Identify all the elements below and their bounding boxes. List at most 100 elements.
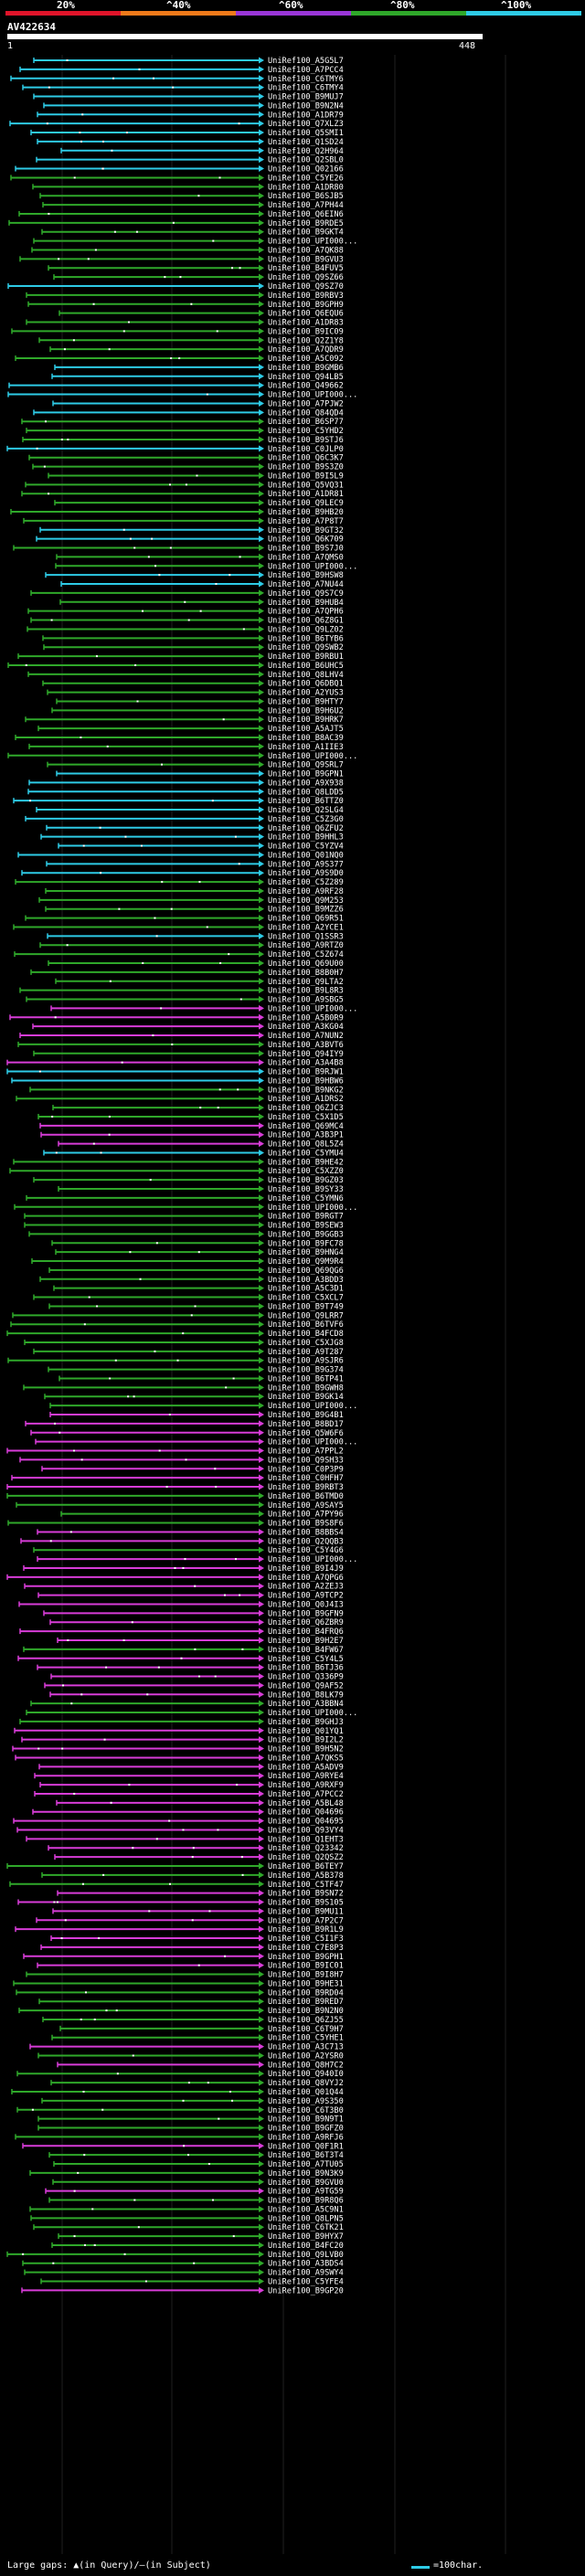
hit-row[interactable]: UniRef100_A9S350 bbox=[41, 2097, 344, 2106]
hit-label[interactable]: UniRef100_A7QPG6 bbox=[268, 1574, 344, 1583]
hit-label[interactable]: UniRef100_C5XJG8 bbox=[268, 1339, 344, 1348]
hit-label[interactable]: UniRef100_B8BD17 bbox=[268, 1420, 344, 1429]
hit-row[interactable]: UniRef100_Q94LB5 bbox=[51, 373, 344, 382]
hit-label[interactable]: UniRef100_A7PCC2 bbox=[268, 1790, 344, 1799]
hit-row[interactable]: UniRef100_Q9AF52 bbox=[44, 1681, 344, 1691]
hit-row[interactable]: UniRef100_B8BBS4 bbox=[37, 1528, 344, 1537]
hit-label[interactable]: UniRef100_Q8L5Z4 bbox=[268, 1140, 344, 1150]
hit-row[interactable]: UniRef100_A2YSR0 bbox=[37, 2051, 344, 2061]
hit-row[interactable]: UniRef100_A5C092 bbox=[15, 355, 344, 364]
hit-row[interactable]: UniRef100_Q9LVB0 bbox=[6, 2251, 344, 2260]
hit-row[interactable]: UniRef100_Q9S7C9 bbox=[30, 589, 344, 599]
hit-label[interactable]: UniRef100_C5TF47 bbox=[268, 1881, 344, 1890]
hit-label[interactable]: UniRef100_C5YMN6 bbox=[268, 1194, 344, 1203]
hit-row[interactable]: UniRef100_C0P3P9 bbox=[41, 1465, 344, 1474]
hit-row[interactable]: UniRef100_B9GVU3 bbox=[19, 255, 344, 264]
hit-row[interactable]: UniRef100_B9HNG4 bbox=[55, 1248, 344, 1257]
hit-row[interactable]: UniRef100_B9HRK7 bbox=[25, 716, 344, 725]
hit-label[interactable]: UniRef100_B9GVU3 bbox=[268, 255, 344, 264]
hit-row[interactable]: UniRef100_Q93VY4 bbox=[16, 1826, 344, 1835]
hit-label[interactable]: UniRef100_A5G5L7 bbox=[268, 57, 344, 66]
hit-label[interactable]: UniRef100_UPI000... bbox=[268, 1004, 357, 1013]
hit-row[interactable]: UniRef100_A5ADV9 bbox=[38, 1763, 344, 1772]
hit-label[interactable]: UniRef100_UPI000... bbox=[268, 1555, 357, 1564]
hit-label[interactable]: UniRef100_B9NKG2 bbox=[268, 1086, 344, 1095]
hit-label[interactable]: UniRef100_B9GGB3 bbox=[268, 1230, 344, 1239]
hit-label[interactable]: UniRef100_Q9S7C9 bbox=[268, 589, 344, 599]
hit-row[interactable]: UniRef100_C5Y4G6 bbox=[33, 1546, 344, 1555]
hit-label[interactable]: UniRef100_UPI000... bbox=[268, 1438, 357, 1447]
hit-label[interactable]: UniRef100_A3C713 bbox=[268, 2043, 344, 2052]
hit-label[interactable]: UniRef100_A1DR80 bbox=[268, 183, 344, 192]
hit-label[interactable]: UniRef100_Q69MC4 bbox=[268, 1122, 344, 1131]
hit-label[interactable]: UniRef100_A3B3P1 bbox=[268, 1131, 344, 1140]
hit-label[interactable]: UniRef100_A1DR81 bbox=[268, 490, 344, 499]
hit-row[interactable]: UniRef100_UPI000... bbox=[50, 1004, 357, 1013]
hit-row[interactable]: UniRef100_Q6EQU6 bbox=[58, 310, 344, 319]
hit-label[interactable]: UniRef100_B4FC20 bbox=[268, 2242, 344, 2251]
hit-row[interactable]: UniRef100_B9GK14 bbox=[44, 1393, 344, 1402]
hit-row[interactable]: UniRef100_Q1SSR3 bbox=[47, 932, 344, 941]
hit-label[interactable]: UniRef100_B8AC39 bbox=[268, 734, 344, 743]
hit-row[interactable]: UniRef100_A7QMS0 bbox=[56, 553, 344, 562]
hit-label[interactable]: UniRef100_B6TP41 bbox=[268, 1374, 344, 1383]
hit-label[interactable]: UniRef100_B9HSW8 bbox=[268, 571, 344, 580]
hit-row[interactable]: UniRef100_B6T3T4 bbox=[48, 2151, 344, 2160]
hit-row[interactable]: UniRef100_Q9LZ02 bbox=[27, 625, 344, 634]
hit-label[interactable]: UniRef100_Q9LRR7 bbox=[268, 1311, 344, 1320]
hit-row[interactable]: UniRef100_A7NUN2 bbox=[19, 1032, 344, 1041]
hit-label[interactable]: UniRef100_C5YHE1 bbox=[268, 2034, 344, 2043]
hit-label[interactable]: UniRef100_A7NUN2 bbox=[268, 1032, 344, 1041]
hit-row[interactable]: UniRef100_C6T3B0 bbox=[16, 2106, 344, 2115]
hit-row[interactable]: UniRef100_Q9LTA2 bbox=[55, 978, 344, 987]
hit-label[interactable]: UniRef100_B6TTZ0 bbox=[268, 797, 344, 806]
hit-row[interactable]: UniRef100_Q01NQ0 bbox=[17, 851, 344, 860]
hit-label[interactable]: UniRef100_A9SJR6 bbox=[268, 1357, 344, 1366]
hit-label[interactable]: UniRef100_B9I2L2 bbox=[268, 1736, 344, 1745]
hit-row[interactable]: UniRef100_A1DR83 bbox=[26, 319, 344, 328]
hit-row[interactable]: UniRef100_A7PY96 bbox=[60, 1511, 344, 1520]
hit-row[interactable]: UniRef100_A7TU05 bbox=[53, 2160, 344, 2169]
hit-label[interactable]: UniRef100_A7QMS0 bbox=[268, 553, 344, 562]
hit-row[interactable]: UniRef100_UPI000... bbox=[26, 1709, 357, 1718]
hit-label[interactable]: UniRef100_A2ZEJ3 bbox=[268, 1583, 344, 1592]
hit-label[interactable]: UniRef100_A7PY96 bbox=[268, 1511, 344, 1520]
hit-label[interactable]: UniRef100_Q9SZ70 bbox=[268, 282, 344, 292]
hit-label[interactable]: UniRef100_Q6C3K7 bbox=[268, 454, 344, 463]
hit-row[interactable]: UniRef100_C5YZV4 bbox=[58, 843, 344, 852]
hit-row[interactable]: UniRef100_UPI000... bbox=[14, 1203, 357, 1213]
hit-row[interactable]: UniRef100_B9IC09 bbox=[11, 327, 344, 336]
hit-label[interactable]: UniRef100_B9RJW1 bbox=[268, 1068, 344, 1077]
hit-label[interactable]: UniRef100_Q9LEC9 bbox=[268, 499, 344, 508]
hit-label[interactable]: UniRef100_B9GKT4 bbox=[268, 228, 344, 238]
hit-label[interactable]: UniRef100_A5B0R9 bbox=[268, 1013, 344, 1023]
hit-label[interactable]: UniRef100_A9RXF9 bbox=[268, 1781, 344, 1790]
hit-label[interactable]: UniRef100_A7QKS5 bbox=[268, 1754, 344, 1763]
hit-label[interactable]: UniRef100_Q6EQU6 bbox=[268, 310, 344, 319]
hit-label[interactable]: UniRef100_A9RYE4 bbox=[268, 1772, 344, 1781]
hit-row[interactable]: UniRef100_A5G5L7 bbox=[33, 57, 344, 66]
hit-row[interactable]: UniRef100_B6UHC5 bbox=[7, 662, 344, 671]
hit-row[interactable]: UniRef100_C5Z674 bbox=[14, 950, 344, 959]
hit-label[interactable]: UniRef100_B4FCD8 bbox=[268, 1330, 344, 1339]
hit-label[interactable]: UniRef100_Q04696 bbox=[268, 1808, 344, 1818]
hit-row[interactable]: UniRef100_A9SJR6 bbox=[7, 1357, 344, 1366]
hit-row[interactable]: UniRef100_Q9SZ70 bbox=[7, 282, 344, 292]
hit-label[interactable]: UniRef100_B9SEW3 bbox=[268, 1222, 344, 1231]
hit-label[interactable]: UniRef100_B9H5N2 bbox=[268, 1745, 344, 1754]
hit-row[interactable]: UniRef100_A3KG04 bbox=[32, 1023, 344, 1032]
hit-label[interactable]: UniRef100_C6TMY4 bbox=[268, 84, 344, 93]
hit-label[interactable]: UniRef100_Q2SBL0 bbox=[268, 156, 344, 165]
hit-row[interactable]: UniRef100_B9S105 bbox=[17, 1899, 344, 1908]
hit-label[interactable]: UniRef100_A9S350 bbox=[268, 2097, 344, 2106]
hit-label[interactable]: UniRef100_B4FRQ6 bbox=[268, 1627, 344, 1637]
hit-row[interactable]: UniRef100_Q8VYJ2 bbox=[50, 2079, 344, 2088]
hit-row[interactable]: UniRef100_UPI000... bbox=[33, 238, 357, 247]
hit-row[interactable]: UniRef100_B9GP20 bbox=[21, 2286, 344, 2295]
hit-row[interactable]: UniRef100_B9FC78 bbox=[51, 1239, 344, 1248]
hit-row[interactable]: UniRef100_A3BDS4 bbox=[22, 2260, 344, 2269]
hit-label[interactable]: UniRef100_B9HRK7 bbox=[268, 716, 344, 725]
hit-label[interactable]: UniRef100_C6TMY6 bbox=[268, 75, 344, 84]
hit-label[interactable]: UniRef100_B9T749 bbox=[268, 1302, 344, 1311]
hit-label[interactable]: UniRef100_A9TCP2 bbox=[268, 1592, 344, 1601]
